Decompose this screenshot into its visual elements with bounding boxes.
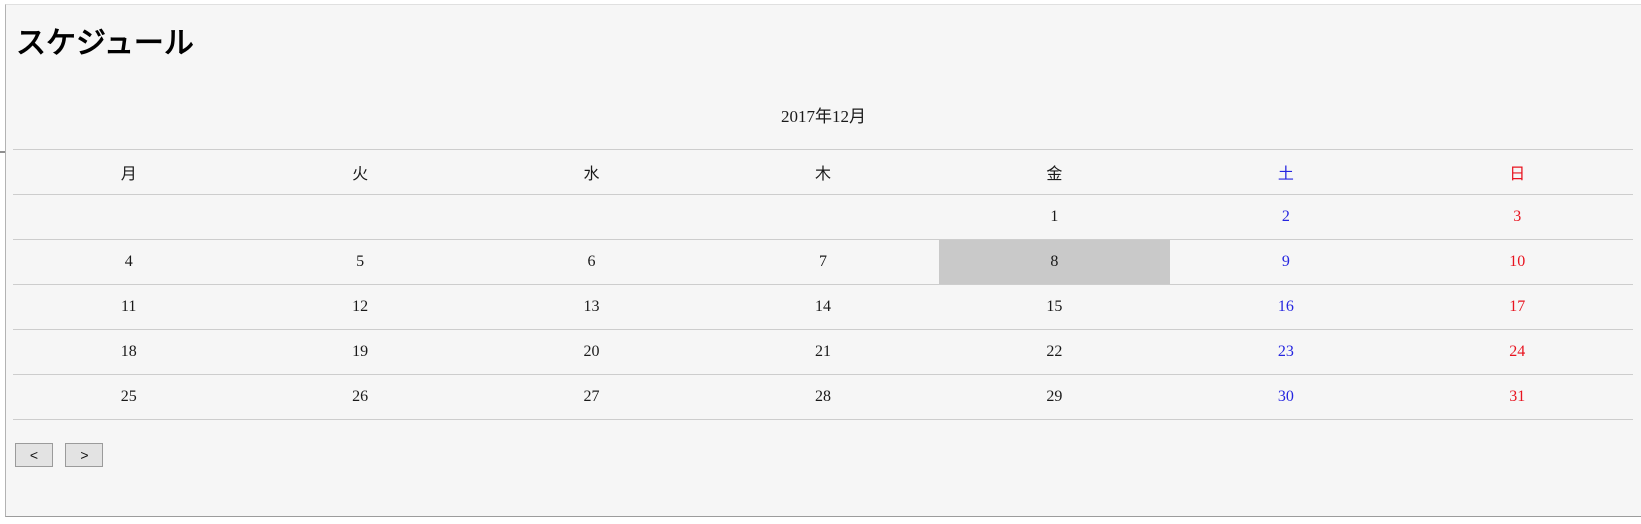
calendar-day-empty [475,194,708,240]
calendar-day-11[interactable]: 11 [13,284,245,330]
calendar-week-row: 4 5 6 7 8 9 10 [13,239,1633,285]
calendar-day-19[interactable]: 19 [244,329,476,375]
calendar-day-30[interactable]: 30 [1170,374,1402,420]
weekday-header-mon: 月 [13,149,245,195]
calendar-day-empty [707,194,939,240]
calendar-day-empty [13,194,245,240]
calendar-day-13[interactable]: 13 [475,284,708,330]
weekday-header-thu: 木 [707,149,939,195]
calendar-day-27[interactable]: 27 [475,374,708,420]
calendar-day-6[interactable]: 6 [475,239,708,285]
calendar-day-17[interactable]: 17 [1401,284,1633,330]
calendar-week-row: 25 26 27 28 29 30 31 [13,374,1633,420]
calendar-day-31[interactable]: 31 [1401,374,1633,420]
calendar-day-3[interactable]: 3 [1401,194,1633,240]
weekday-header-tue: 火 [244,149,476,195]
calendar-month-caption: 2017年12月 [781,107,866,126]
calendar-day-2[interactable]: 2 [1170,194,1402,240]
calendar-day-24[interactable]: 24 [1401,329,1633,375]
calendar-day-12[interactable]: 12 [244,284,476,330]
calendar-day-1[interactable]: 1 [938,194,1171,240]
weekday-header-sun: 日 [1401,149,1633,195]
calendar-area: 2017年12月 月火水木金土日 1 2 3 4 5 6 7 8 9 10 11 12 13 14 15 16… [6,106,1641,420]
calendar-day-9[interactable]: 9 [1170,239,1402,285]
prev-month-button[interactable]: < [15,443,53,467]
calendar-day-26[interactable]: 26 [244,374,476,420]
calendar-day-8[interactable]: 8 [938,239,1171,285]
weekday-header-wed: 水 [475,149,708,195]
weekday-header-row: 月火水木金土日 [13,149,1633,195]
month-nav: < > [15,443,1641,467]
calendar-week-row: 11 12 13 14 15 16 17 [13,284,1633,330]
calendar-day-20[interactable]: 20 [475,329,708,375]
next-month-button[interactable]: > [65,443,104,467]
calendar-day-15[interactable]: 15 [938,284,1171,330]
calendar-day-7[interactable]: 7 [707,239,939,285]
frame-divider-tick [0,151,5,153]
schedule-panel: スケジュール 2017年12月 月火水木金土日 1 2 3 4 5 6 7 8 9 10 11 12 1… [5,4,1641,517]
calendar-table: 月火水木金土日 1 2 3 4 5 6 7 8 9 10 11 12 13 14 15 16 17 18 19 20 2… [13,149,1633,420]
calendar-day-22[interactable]: 22 [938,329,1171,375]
page-title: スケジュール [16,27,194,60]
calendar-day-14[interactable]: 14 [707,284,939,330]
calendar-day-empty [244,194,476,240]
weekday-header-fri: 金 [938,149,1171,195]
calendar-week-row: 18 19 20 21 22 23 24 [13,329,1633,375]
calendar-day-25[interactable]: 25 [13,374,245,420]
calendar-day-18[interactable]: 18 [13,329,245,375]
calendar-day-16[interactable]: 16 [1170,284,1402,330]
calendar-day-10[interactable]: 10 [1401,239,1633,285]
calendar-day-23[interactable]: 23 [1170,329,1402,375]
calendar-day-21[interactable]: 21 [707,329,939,375]
calendar-day-29[interactable]: 29 [938,374,1171,420]
calendar-day-28[interactable]: 28 [707,374,939,420]
calendar-day-5[interactable]: 5 [244,239,476,285]
calendar-day-4[interactable]: 4 [13,239,245,285]
weekday-header-sat: 土 [1170,149,1402,195]
